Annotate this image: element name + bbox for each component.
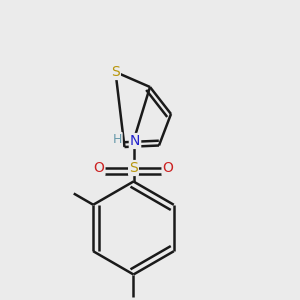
Text: H: H bbox=[112, 133, 122, 146]
Text: N: N bbox=[130, 134, 140, 148]
Text: O: O bbox=[163, 161, 173, 175]
Text: S: S bbox=[129, 161, 138, 175]
Text: S: S bbox=[111, 65, 120, 79]
Text: O: O bbox=[94, 161, 104, 175]
